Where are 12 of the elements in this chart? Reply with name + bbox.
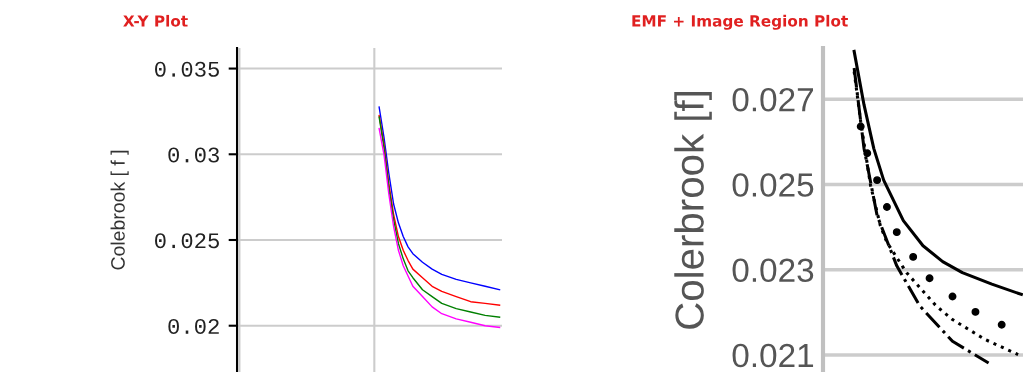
y-axis-title: Colebrook [ f ] [110, 150, 129, 270]
y-tick-label: 0.025 [732, 173, 814, 197]
chart-title: X-Y Plot [123, 14, 188, 27]
y-tick-label: 0.035 [155, 61, 219, 77]
y-tick-label: 0.023 [732, 258, 814, 283]
y-tick-label: 0.02 [168, 318, 219, 334]
y-axis-title: Colerbrook [f] [674, 91, 712, 329]
y-tick-label: 0.021 [732, 343, 814, 368]
y-tick-label: 0.025 [155, 233, 219, 249]
y-tick-label: 0.027 [732, 87, 813, 112]
chart-title: EMF + Image Region Plot [632, 14, 848, 30]
y-tick-label: 0.03 [168, 147, 219, 163]
